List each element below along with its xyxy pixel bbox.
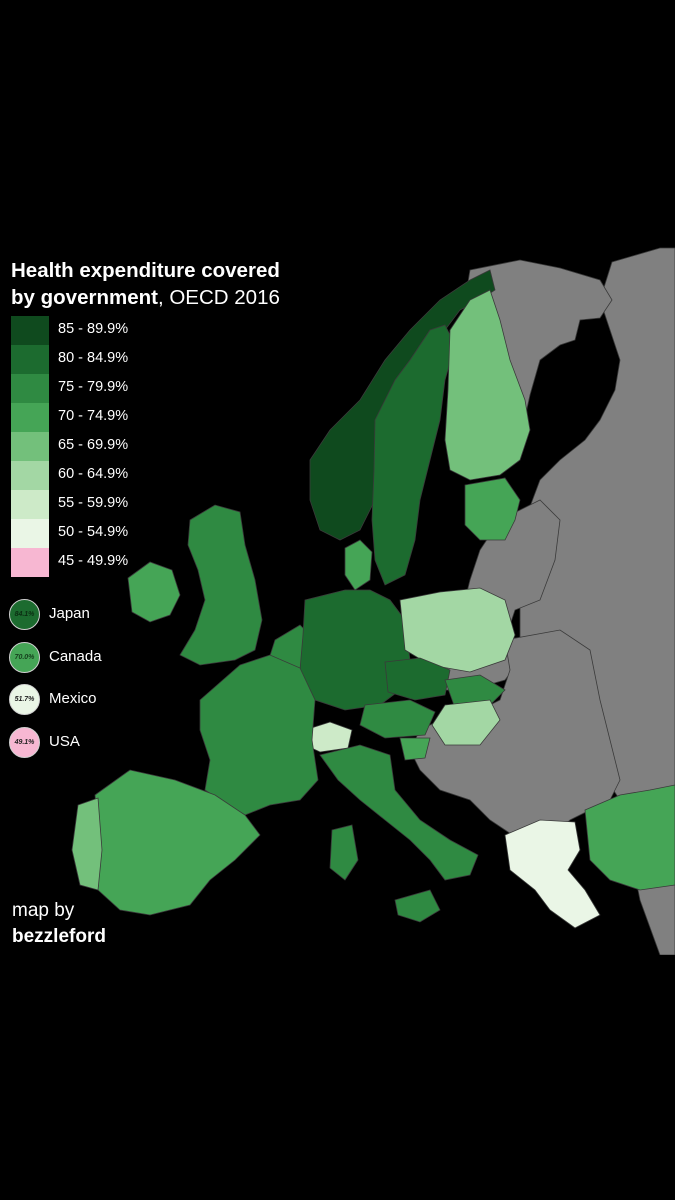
legend-label: 80 - 84.9% [58,350,129,366]
credit-line-1: map by [12,900,75,921]
title-line-2: by government, OECD 2016 [11,284,331,311]
country-sweden [371,324,456,586]
legend-swatch [11,490,49,519]
reference-label: Canada [49,648,102,665]
map-credit: map by bezzleford [12,898,106,950]
country-estonia-latvia-lithuania [464,477,521,541]
legend-swatch [11,374,49,403]
legend-label: 55 - 59.9% [58,495,129,511]
country-finland [444,289,531,481]
reference-label: Mexico [49,690,97,707]
country-austria [359,699,436,739]
europe-map [0,245,675,955]
reference-badge: 70.0% [9,642,40,673]
country-denmark [344,539,373,591]
country-spain [94,769,261,916]
legend-swatch [11,548,49,577]
legend-swatch [11,316,49,345]
reference-badge: 49.1% [9,727,40,758]
country-norway [309,269,496,541]
legend-swatch [11,461,49,490]
legend-swatch [11,432,49,461]
country-slovenia [399,737,431,761]
legend-label: 85 - 89.9% [58,321,129,337]
credit-author: bezzleford [12,926,106,947]
country-sardinia [329,824,359,881]
title-line-2-rest: , OECD 2016 [157,286,280,309]
reference-badge: 84.1% [9,599,40,630]
title-line-2-bold: by government [11,286,158,309]
legend-label: 60 - 64.9% [58,466,129,482]
reference-badge: 51.7% [9,684,40,715]
country-italy [319,744,479,881]
country-uk [179,504,263,666]
country-portugal [71,797,103,891]
country-turkey [584,784,675,891]
country-greece [504,819,601,929]
legend-label: 65 - 69.9% [58,437,129,453]
legend-label: 75 - 79.9% [58,379,129,395]
map-title: Health expenditure covered by government… [11,257,331,311]
country-sicily [394,889,441,923]
legend-label: 45 - 49.9% [58,553,129,569]
legend-swatch [11,403,49,432]
country-poland [399,587,516,673]
country-czechia [384,657,451,701]
reference-label: Japan [49,605,90,622]
country-hungary [431,699,501,746]
legend-label: 70 - 74.9% [58,408,129,424]
legend-swatch [11,345,49,374]
reference-label: USA [49,733,80,750]
legend-swatch [11,519,49,548]
country-france [199,654,319,816]
country-ireland [127,561,181,623]
title-line-1: Health expenditure covered [11,259,280,282]
legend-label: 50 - 54.9% [58,524,129,540]
europe-map-svg [71,247,675,955]
